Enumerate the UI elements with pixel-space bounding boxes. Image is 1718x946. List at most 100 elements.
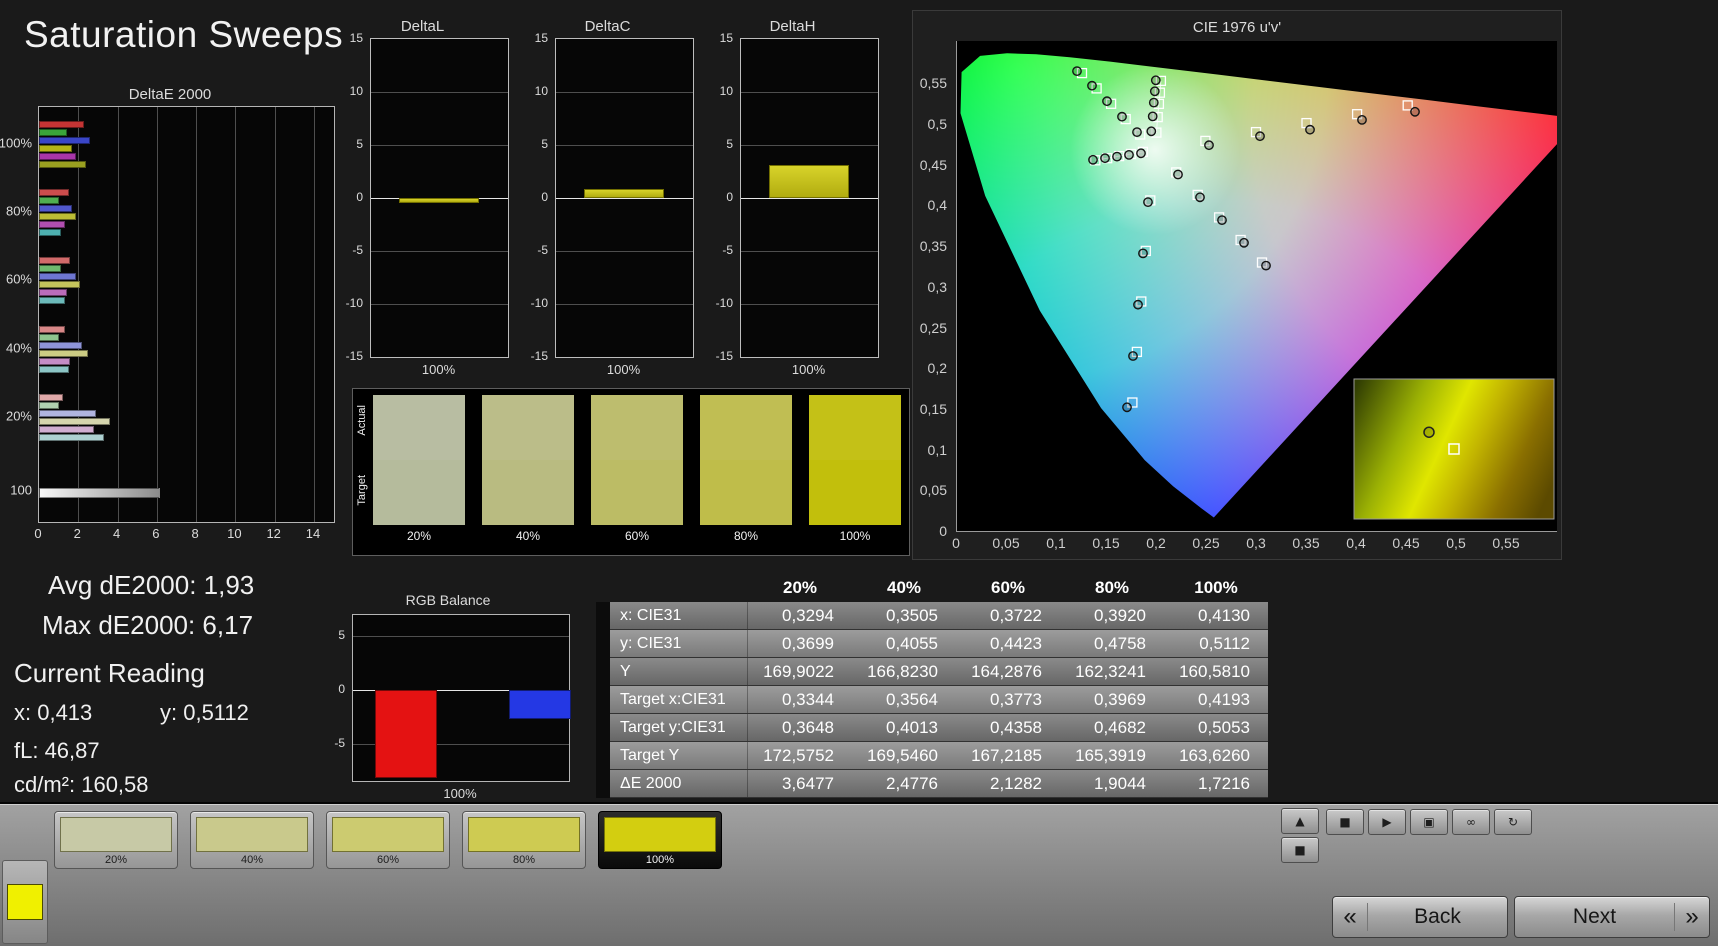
axis-tick-label: 0,4 [1346,535,1366,551]
axis-tick-label: 0 [338,682,345,696]
patch-label: 40% [240,854,264,866]
red-balance-bar [375,690,437,778]
table-cell: 0,3564 [852,686,956,714]
deltac-y-axis: 15 10 5 0 -5 -10 -15 [520,31,551,363]
deltae-bar [39,393,63,401]
patch-label: 60% [376,854,400,866]
cyan-measured-marker [1100,153,1110,164]
patch-tile-80%[interactable]: 80% [462,811,586,869]
axis-tick-label: 100% [0,135,32,151]
table-cell: 0,4055 [852,630,956,658]
deltae-bar [39,333,59,341]
swatch-label: 20% [406,529,432,543]
table-header-cell: 100% [1194,578,1238,597]
next-button[interactable]: Next » [1514,896,1710,938]
patch-tile-100%[interactable]: 100% [598,811,722,869]
table-cell: 167,2185 [956,742,1060,770]
axis-tick-label: 12 [266,526,281,541]
deltae-bar [39,212,77,220]
magenta-measured-marker [1173,169,1183,180]
table-cell: 0,5053 [1164,714,1268,742]
axis-tick-label: 10 [227,526,242,541]
deltal-y-axis: 15 10 5 0 -5 -10 -15 [335,31,366,363]
target-swatch [700,460,792,525]
deltae-bar [39,220,65,228]
green-measured-marker [1072,66,1082,77]
next-button-label: Next [1572,905,1617,928]
axis-tick-label: 0 [939,523,947,539]
deltah-chart: DeltaH 15 10 5 0 -5 -10 -15 100% [705,18,880,377]
bottom-toolbar: 20% 40% 60% 80% 100% ▲ ■ ■ ▶ ▣ ∞ ↻ « Back Next » [0,802,1718,946]
table-header-cell: 20% [782,578,818,597]
axis-tick-label: 0,25 [1192,535,1220,551]
capture-button[interactable]: ▣ [1410,809,1448,835]
magenta-measured-marker [1261,260,1271,271]
table-cell: 3,6477 [748,770,852,798]
patch-swatch [196,817,308,852]
patch-tile-20%[interactable]: 20% [54,811,178,869]
axis-tick-label: 100 [10,482,32,498]
yellow-measured-marker [1148,97,1159,108]
magenta-target-marker [1192,189,1203,201]
table-cell: 164,2876 [956,658,1060,686]
table-row-label: Target x:CIE31 [610,686,748,714]
refresh-button[interactable]: ↻ [1494,809,1532,835]
target-row-label: Target [356,475,368,506]
axis-tick-label: 0 [34,526,42,541]
axis-tick-label: 0,1 [1046,535,1066,551]
table-row-label: Target y:CIE31 [610,714,748,742]
max-de2000-readout: Max dE2000: 6,17 [42,610,254,640]
axis-tick-label: 0,15 [1092,535,1120,551]
green-measured-marker [1087,80,1097,91]
table-cell: 0,4423 [956,630,1060,658]
grid-line [371,251,508,252]
table-cell: 169,5460 [852,742,956,770]
blue-balance-bar [509,690,571,719]
grid-line [235,107,237,522]
continuous-button[interactable]: ∞ [1452,809,1490,835]
axis-tick-label: 0,35 [1292,535,1320,551]
display-mode-button[interactable]: ■ [1281,837,1319,863]
play-button[interactable]: ▶ [1368,809,1406,835]
cie-markers [1072,66,1420,413]
deltae2000-title: DeltaE 2000 [128,86,212,103]
yellow-measured-marker [1149,86,1160,97]
deltae-bar [39,272,77,280]
axis-tick-label: 8 [191,526,199,541]
deltae-bar [39,160,87,168]
axis-tick-label: -5 [537,243,548,257]
grid-line [353,636,569,638]
deltac-chart: DeltaC 15 10 5 0 -5 -10 -15 100% [520,18,695,377]
patch-tile-40%[interactable]: 40% [190,811,314,869]
table-header-cell: 80% [1094,578,1130,597]
axis-tick-label: 0,45 [1392,535,1420,551]
swatch-column-60%: 60% [591,395,683,543]
axis-tick-label: 20% [5,408,32,424]
table-row-label: ΔE 2000 [610,770,748,798]
deltah-x-label: 100% [791,362,826,377]
cie-gamut-fill [960,53,1581,518]
patch-tile-60%[interactable]: 60% [326,811,450,869]
patch-label: 80% [512,854,536,866]
axis-tick-label: 0,55 [919,75,947,92]
swatch-label: 100% [839,529,871,543]
stop-button[interactable]: ■ [1326,809,1364,835]
axis-tick-label: 0 [952,535,960,551]
rgb-balance-chart: RGB Balance 5 0 -5 100% [322,592,574,804]
deltae2000-chart: DeltaE 2000 100% 80% 60% 40% 20% 100 0 2 4 6 8 10 1… [0,86,340,556]
eject-button[interactable]: ▲ [1281,808,1319,834]
patch-swatch [60,817,172,852]
deltae-bar [39,136,91,144]
axis-tick-label: 0,4 [927,197,947,214]
back-button[interactable]: « Back [1332,896,1508,938]
table-cell: 0,5112 [1164,630,1268,658]
table-corner-cell [596,574,610,602]
table-cell: 160,5810 [1164,658,1268,686]
grid-line [353,743,569,745]
grid-line [314,107,315,522]
blue-measured-marker [1138,248,1148,259]
table-cell: 0,3773 [956,686,1060,714]
deltac-x-label: 100% [606,362,641,377]
table-row-label: Y [610,658,748,686]
grid-line [741,198,878,199]
